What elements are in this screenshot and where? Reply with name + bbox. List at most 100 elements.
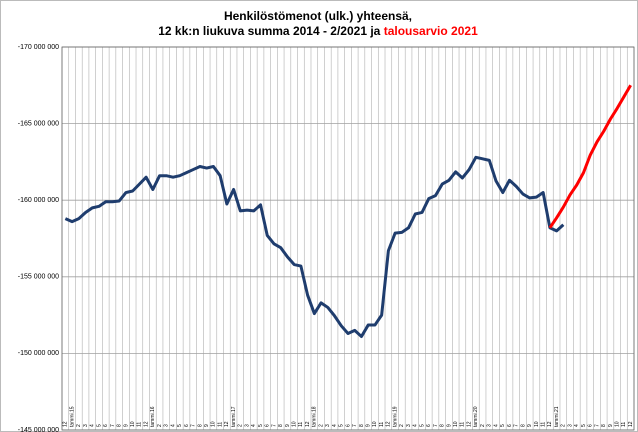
x-tick-label: 2 <box>76 424 82 427</box>
x-tick-label: 12 <box>63 421 69 427</box>
x-tick-label: 9 <box>285 424 291 427</box>
x-tick-label: 8 <box>117 424 123 427</box>
x-tick-label: 10 <box>615 421 621 427</box>
x-tick-label: 7 <box>433 424 439 427</box>
chart-title: Henkilöstömenot (ulk.) yhteensä, <box>224 9 412 23</box>
x-tick-label: 2 <box>399 424 405 427</box>
y-tick-label: -160 000 000 <box>18 197 59 204</box>
x-tick-label: 6 <box>345 424 351 427</box>
x-tick-label: 11 <box>137 422 143 427</box>
x-tick-label: tammi.21 <box>554 406 560 427</box>
x-tick-label: 2 <box>318 424 324 427</box>
x-tick-label: 10 <box>453 421 459 427</box>
x-tick-label: 12 <box>628 421 634 427</box>
x-tick-label: 10 <box>211 421 217 427</box>
x-tick-label: 7 <box>191 424 197 427</box>
x-tick-label: 9 <box>446 424 452 427</box>
x-tick-label: 2 <box>480 424 486 427</box>
x-tick-label: 6 <box>426 424 432 427</box>
x-tick-label: 12 <box>143 421 149 427</box>
x-tick-label: 2 <box>157 424 163 427</box>
x-tick-label: 3 <box>406 424 412 427</box>
title-part: 12 kk:n liukuva summa 2014 - 2/2021 ja <box>158 24 380 38</box>
y-tick-label: -145 000 000 <box>18 427 59 432</box>
chart-title: 12 kk:n liukuva summa 2014 - 2/2021 ja t… <box>158 24 478 38</box>
x-tick-label: 4 <box>90 424 96 427</box>
x-tick-label: 7 <box>271 424 277 427</box>
x-tick-label: 12 <box>305 421 311 427</box>
y-tick-label: -155 000 000 <box>18 274 59 281</box>
x-tick-label: 8 <box>278 424 284 427</box>
x-tick-label: 10 <box>534 421 540 427</box>
y-tick-label: -165 000 000 <box>18 120 59 127</box>
x-tick-label: 11 <box>621 422 627 427</box>
x-tick-label: tammi.17 <box>231 406 237 427</box>
x-tick-label: 8 <box>601 424 607 427</box>
x-tick-label: 2 <box>561 424 567 427</box>
x-tick-label: 9 <box>608 424 614 427</box>
x-tick-label: 10 <box>291 421 297 427</box>
x-tick-label: 12 <box>547 421 553 427</box>
x-tick-label: 10 <box>372 421 378 427</box>
y-tick-label: -150 000 000 <box>18 350 59 357</box>
x-tick-label: 3 <box>83 424 89 427</box>
y-tick-label: -170 000 000 <box>18 44 59 51</box>
x-tick-label: 6 <box>265 424 271 427</box>
x-tick-label: 9 <box>204 424 210 427</box>
x-tick-label: tammi.16 <box>150 406 156 427</box>
x-tick-label: 5 <box>500 424 506 427</box>
x-tick-label: 4 <box>170 424 176 427</box>
x-tick-label: 11 <box>379 422 385 427</box>
x-tick-label: 5 <box>96 424 102 427</box>
x-tick-label: 7 <box>110 424 116 427</box>
x-tick-label: 5 <box>581 424 587 427</box>
x-tick-label: 7 <box>594 424 600 427</box>
x-tick-label: 5 <box>258 424 264 427</box>
x-tick-label: 4 <box>493 424 499 427</box>
x-tick-label: 5 <box>339 424 345 427</box>
x-tick-label: tammi.15 <box>69 406 75 427</box>
x-tick-label: 9 <box>527 424 533 427</box>
x-tick-label: 5 <box>419 424 425 427</box>
title-highlight: talousarvio 2021 <box>384 24 478 38</box>
x-tick-label: 6 <box>588 424 594 427</box>
x-tick-label: 11 <box>540 422 546 427</box>
x-tick-label: 11 <box>217 422 223 427</box>
x-tick-label: tammi.18 <box>312 406 318 427</box>
x-tick-label: 11 <box>460 422 466 427</box>
x-tick-label: 4 <box>251 424 257 427</box>
series-line <box>548 84 632 229</box>
x-tick-label: 7 <box>514 424 520 427</box>
x-tick-label: 3 <box>567 424 573 427</box>
x-tick-label: 9 <box>123 424 129 427</box>
x-tick-label: 2 <box>238 424 244 427</box>
x-tick-label: 5 <box>177 424 183 427</box>
x-tick-label: 3 <box>325 424 331 427</box>
x-tick-label: 12 <box>386 421 392 427</box>
series-line <box>64 155 565 339</box>
x-tick-label: 3 <box>487 424 493 427</box>
x-tick-label: 8 <box>359 424 365 427</box>
x-tick-label: 3 <box>164 424 170 427</box>
x-tick-label: 4 <box>413 424 419 427</box>
x-tick-label: 4 <box>332 424 338 427</box>
x-tick-label: 8 <box>520 424 526 427</box>
x-tick-label: 8 <box>197 424 203 427</box>
x-tick-label: 4 <box>574 424 580 427</box>
x-tick-label: 12 <box>466 421 472 427</box>
x-tick-label: 3 <box>244 424 250 427</box>
x-tick-label: 6 <box>507 424 513 427</box>
x-tick-label: 12 <box>224 421 230 427</box>
x-tick-label: 9 <box>366 424 372 427</box>
x-tick-label: tammi.19 <box>392 406 398 427</box>
x-tick-label: tammi.20 <box>473 406 479 427</box>
x-tick-label: 10 <box>130 421 136 427</box>
x-tick-label: 6 <box>184 424 190 427</box>
plot-frame <box>61 46 635 431</box>
x-tick-label: 8 <box>440 424 446 427</box>
x-tick-label: 11 <box>298 422 304 427</box>
x-tick-label: 7 <box>352 424 358 427</box>
x-tick-label: 6 <box>103 424 109 427</box>
